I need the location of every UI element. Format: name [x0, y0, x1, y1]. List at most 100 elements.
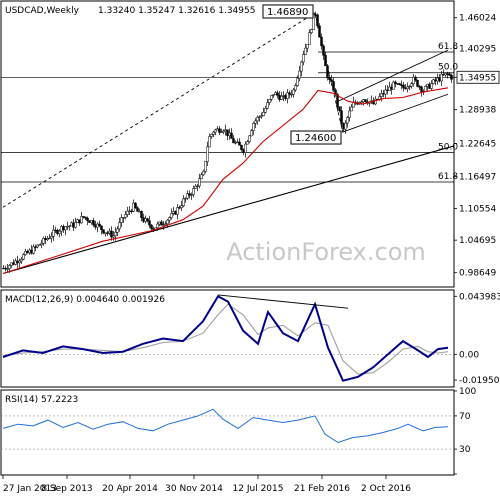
- candle: [364, 99, 367, 103]
- low-label-box: [290, 130, 342, 145]
- candle: [432, 78, 435, 85]
- candle: [212, 130, 215, 138]
- macd-lines: [1, 294, 454, 382]
- candle: [146, 217, 149, 223]
- candle: [270, 94, 273, 102]
- candle: [324, 51, 327, 66]
- candle: [36, 244, 39, 249]
- x-tick-label: 21 Feb 2016: [294, 484, 350, 494]
- x-tick-label: 8 Sep 2013: [41, 484, 92, 494]
- candle: [218, 126, 221, 135]
- candle: [126, 206, 129, 218]
- candle: [398, 82, 401, 86]
- candle: [32, 244, 35, 255]
- price-tick-label: 1.10554: [459, 205, 496, 215]
- candle: [300, 60, 303, 77]
- candle: [182, 195, 185, 208]
- candle: [20, 256, 23, 264]
- candle: [294, 83, 297, 92]
- candle: [6, 263, 9, 272]
- channel-upper-line: [337, 49, 449, 102]
- candle: [250, 128, 253, 137]
- candle: [280, 92, 283, 100]
- candle: [408, 85, 411, 91]
- candle: [344, 120, 347, 134]
- candle: [310, 28, 313, 35]
- candle: [296, 75, 299, 87]
- watermark: ActionForex.com: [226, 238, 426, 266]
- candle: [244, 141, 247, 158]
- candle: [392, 80, 395, 90]
- candle: [184, 197, 187, 203]
- candle: [192, 185, 195, 198]
- candle: [292, 88, 295, 98]
- price-tick-label: 1.22645: [459, 140, 496, 150]
- candle: [162, 220, 165, 230]
- candle: [180, 200, 183, 212]
- candle: [248, 135, 251, 144]
- candle: [232, 135, 235, 144]
- candle: [254, 118, 257, 129]
- rsi-tick-label: 70: [459, 412, 471, 422]
- candle: [316, 13, 319, 29]
- candle: [166, 218, 169, 228]
- fib-base-dashed-line: [2, 12, 316, 208]
- candle: [120, 214, 123, 228]
- rsi-panel-frame: [0, 389, 455, 476]
- candle: [306, 44, 309, 53]
- fib-lower-618-label: 61.8: [438, 172, 458, 182]
- candle: [304, 43, 307, 55]
- candle: [348, 106, 351, 122]
- candle: [200, 172, 203, 180]
- candle: [290, 89, 293, 98]
- high-label: 1.46890: [267, 7, 308, 18]
- candle: [222, 129, 225, 135]
- x-tick-label: 20 Apr 2014: [102, 484, 158, 494]
- candle: [286, 88, 289, 104]
- trend-lines: [2, 12, 455, 275]
- candle: [246, 139, 249, 145]
- candle: [64, 226, 67, 236]
- candle: [38, 244, 41, 246]
- candle: [416, 79, 419, 88]
- candle: [272, 94, 275, 98]
- candle: [276, 90, 279, 99]
- candle: [50, 232, 53, 243]
- candle: [264, 106, 267, 114]
- price-tick-label: 1.46024: [459, 14, 496, 24]
- ma-line: [2, 87, 449, 275]
- candle: [332, 77, 335, 92]
- candle: [190, 192, 193, 200]
- macd-axis: 0.043983 0.00 -0.019501: [454, 292, 500, 386]
- candle: [338, 106, 341, 113]
- x-tick-label: 2 Oct 2016: [361, 484, 411, 494]
- candle: [266, 98, 269, 110]
- candle: [92, 217, 95, 228]
- channel-lower-line: [342, 93, 449, 133]
- candle: [402, 82, 405, 92]
- candle: [220, 128, 223, 134]
- candle: [450, 73, 453, 83]
- candle: [168, 216, 171, 224]
- candle: [256, 115, 259, 125]
- macd-tick-label: -0.019501: [459, 376, 500, 386]
- candle: [210, 133, 213, 140]
- macd-tick-label: 0.043983: [459, 292, 500, 302]
- candle: [208, 133, 211, 148]
- candle: [98, 220, 101, 228]
- candle: [176, 204, 179, 220]
- candle: [80, 211, 83, 224]
- candle: [320, 33, 323, 50]
- candle: [160, 219, 163, 226]
- candle: [318, 23, 321, 38]
- candle: [136, 206, 139, 212]
- candle: [420, 85, 423, 97]
- last-price-box: [456, 70, 500, 84]
- candle: [326, 63, 329, 81]
- candle: [328, 74, 331, 84]
- candle: [414, 75, 417, 82]
- candle: [186, 190, 189, 200]
- fib-upper-500-label: 50.0: [438, 63, 458, 73]
- candle: [448, 72, 451, 77]
